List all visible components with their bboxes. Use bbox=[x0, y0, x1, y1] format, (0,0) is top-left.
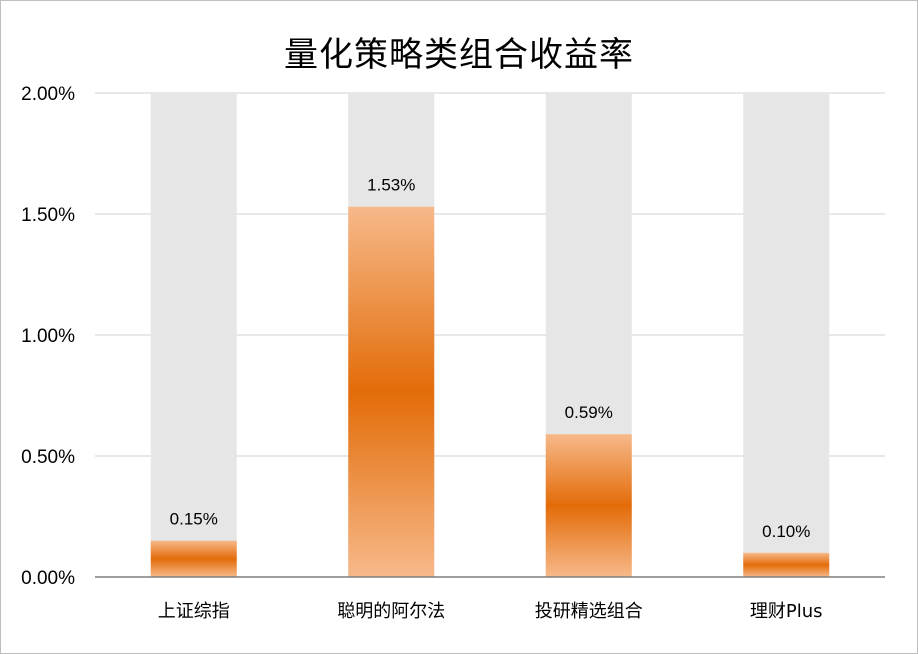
y-tick-label: 1.50% bbox=[21, 205, 75, 226]
data-label: 1.53% bbox=[367, 176, 415, 195]
x-axis-categories: 上证综指 聪明的阿尔法 投研精选组合 理财Plus bbox=[158, 601, 823, 622]
y-tick-label: 0.50% bbox=[21, 447, 75, 468]
y-tick-label: 2.00% bbox=[21, 84, 75, 105]
chart-title: 量化策略类组合收益率 bbox=[284, 35, 634, 75]
category-label: 投研精选组合 bbox=[535, 601, 643, 622]
data-label: 0.59% bbox=[565, 403, 613, 422]
data-labels: 0.15% 1.53% 0.59% 0.10% bbox=[170, 176, 811, 541]
bar bbox=[150, 540, 237, 577]
category-label: 上证综指 bbox=[158, 601, 230, 622]
bar bbox=[348, 206, 435, 578]
background-bar bbox=[743, 93, 830, 577]
category-label: 聪明的阿尔法 bbox=[337, 601, 445, 622]
y-axis-ticks: 0.00% 0.50% 1.00% 1.50% 2.00% bbox=[21, 84, 75, 589]
category-label: 理财Plus bbox=[750, 601, 823, 622]
y-tick-label: 0.00% bbox=[21, 568, 75, 589]
bar bbox=[545, 434, 632, 577]
y-tick-label: 1.00% bbox=[21, 326, 75, 347]
data-label: 0.15% bbox=[170, 510, 218, 529]
background-bar bbox=[150, 93, 237, 577]
bars bbox=[150, 206, 830, 578]
bar bbox=[743, 552, 830, 577]
data-label: 0.10% bbox=[762, 522, 810, 541]
